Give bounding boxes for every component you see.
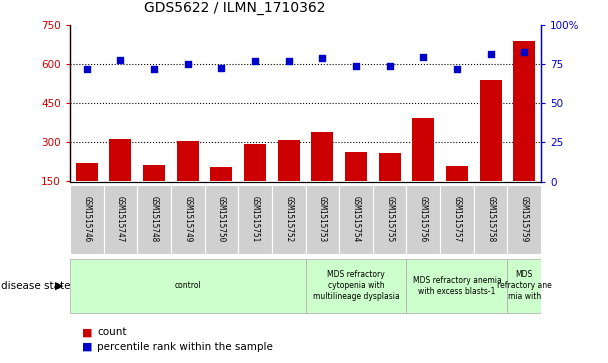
Bar <box>210 167 232 182</box>
Text: GSM1515751: GSM1515751 <box>250 196 260 243</box>
FancyBboxPatch shape <box>508 259 541 313</box>
Text: GDS5622 / ILMN_1710362: GDS5622 / ILMN_1710362 <box>144 0 326 15</box>
Bar <box>109 139 131 182</box>
Text: GSM1515757: GSM1515757 <box>452 196 461 243</box>
Bar <box>480 80 502 182</box>
Text: GSM1515748: GSM1515748 <box>150 196 159 243</box>
FancyBboxPatch shape <box>70 259 305 313</box>
Text: ▶: ▶ <box>55 281 64 291</box>
Bar <box>278 140 300 182</box>
Point <box>250 58 260 64</box>
FancyBboxPatch shape <box>407 185 440 254</box>
FancyBboxPatch shape <box>373 185 407 254</box>
FancyBboxPatch shape <box>508 185 541 254</box>
Text: GSM1515759: GSM1515759 <box>520 196 529 243</box>
FancyBboxPatch shape <box>137 185 171 254</box>
Point <box>385 63 395 69</box>
Point <box>82 66 92 72</box>
Text: GSM1515758: GSM1515758 <box>486 196 495 243</box>
Text: GSM1515752: GSM1515752 <box>284 196 293 243</box>
Bar <box>379 153 401 182</box>
Bar <box>412 118 434 182</box>
FancyBboxPatch shape <box>272 185 305 254</box>
Text: GSM1515756: GSM1515756 <box>419 196 428 243</box>
Text: GSM1515747: GSM1515747 <box>116 196 125 243</box>
Text: MDS refractory
cytopenia with
multilineage dysplasia: MDS refractory cytopenia with multilinea… <box>313 270 399 301</box>
Point <box>418 54 428 60</box>
Bar <box>177 141 199 182</box>
Bar <box>143 164 165 182</box>
FancyBboxPatch shape <box>70 185 103 254</box>
Text: percentile rank within the sample: percentile rank within the sample <box>97 342 273 352</box>
Bar <box>76 163 98 182</box>
Point <box>284 58 294 64</box>
Text: GSM1515750: GSM1515750 <box>217 196 226 243</box>
FancyBboxPatch shape <box>171 185 204 254</box>
FancyBboxPatch shape <box>204 185 238 254</box>
FancyBboxPatch shape <box>103 185 137 254</box>
Point <box>183 61 193 68</box>
Point <box>317 55 327 61</box>
Text: disease state: disease state <box>1 281 71 291</box>
FancyBboxPatch shape <box>474 185 508 254</box>
Text: GSM1515754: GSM1515754 <box>351 196 361 243</box>
FancyBboxPatch shape <box>407 259 508 313</box>
Text: MDS refractory anemia
with excess blasts-1: MDS refractory anemia with excess blasts… <box>413 276 502 296</box>
Point <box>351 63 361 69</box>
Text: GSM1515753: GSM1515753 <box>318 196 327 243</box>
Text: ■: ■ <box>82 342 92 352</box>
Point <box>216 65 226 70</box>
Point <box>486 50 496 56</box>
Point <box>519 49 529 55</box>
Bar <box>311 132 333 182</box>
Text: GSM1515746: GSM1515746 <box>82 196 91 243</box>
Text: count: count <box>97 327 127 337</box>
FancyBboxPatch shape <box>305 259 407 313</box>
Bar <box>446 166 468 182</box>
Point <box>116 57 125 63</box>
FancyBboxPatch shape <box>238 185 272 254</box>
Text: control: control <box>174 281 201 290</box>
Bar <box>513 41 535 182</box>
FancyBboxPatch shape <box>440 185 474 254</box>
Text: ■: ■ <box>82 327 92 337</box>
Bar <box>345 152 367 182</box>
FancyBboxPatch shape <box>305 185 339 254</box>
Point <box>149 66 159 72</box>
Text: GSM1515749: GSM1515749 <box>183 196 192 243</box>
Point <box>452 66 462 72</box>
Text: MDS
refractory ane
mia with: MDS refractory ane mia with <box>497 270 551 301</box>
Text: GSM1515755: GSM1515755 <box>385 196 394 243</box>
FancyBboxPatch shape <box>339 185 373 254</box>
Bar <box>244 144 266 182</box>
